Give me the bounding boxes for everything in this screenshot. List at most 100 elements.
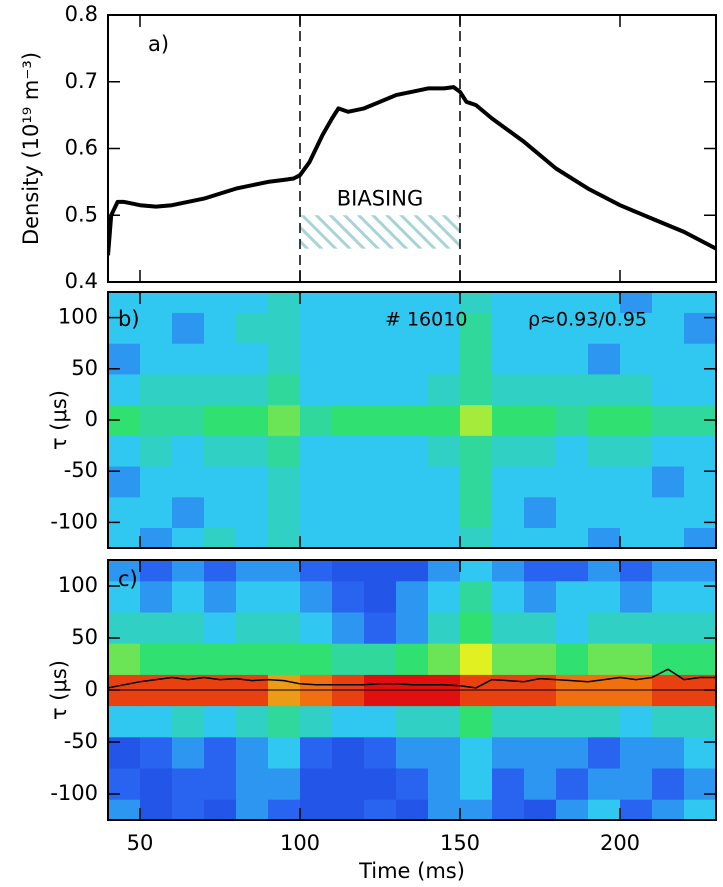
panel-label: c) <box>118 567 138 591</box>
heatmap-cell <box>428 643 461 675</box>
y-tick-label: 100 <box>58 573 98 597</box>
heatmap-cell <box>524 466 557 498</box>
heatmap-cell <box>588 705 621 738</box>
heatmap-cell <box>236 292 269 313</box>
heatmap-cell <box>108 292 141 313</box>
heatmap-cell <box>428 799 461 820</box>
heatmap-cell <box>204 404 237 436</box>
heatmap-cell <box>108 343 141 375</box>
heatmap-cell <box>524 736 557 769</box>
plot-area <box>108 560 716 820</box>
heatmap-cell <box>396 373 429 406</box>
heatmap-cell <box>428 435 461 467</box>
heatmap-cell <box>684 643 716 675</box>
heatmap-cell <box>620 580 653 613</box>
heatmap-cell <box>172 466 205 498</box>
heatmap-cell <box>396 560 429 582</box>
heatmap-cell <box>588 496 621 529</box>
heatmap-cell <box>268 312 301 344</box>
heatmap-cell <box>300 404 333 436</box>
heatmap-cell <box>364 736 397 769</box>
heatmap-cell <box>460 643 493 675</box>
heatmap-cell <box>204 527 237 548</box>
heatmap-cell <box>428 768 461 800</box>
heatmap-cell <box>364 466 397 498</box>
heatmap-cell <box>172 496 205 529</box>
heatmap-cell <box>396 466 429 498</box>
heatmap-cell <box>460 343 493 375</box>
heatmap-cell <box>524 560 557 582</box>
heatmap-cell <box>108 373 141 406</box>
heatmap-cell <box>524 496 557 529</box>
heatmap-cell <box>684 343 716 375</box>
heatmap-cell <box>652 496 685 529</box>
heatmap-cell <box>204 768 237 800</box>
heatmap-cell <box>620 312 653 344</box>
heatmap-cell <box>364 799 397 820</box>
heatmap-cell <box>204 799 237 820</box>
heatmap-cell <box>460 312 493 344</box>
heatmap-cell <box>268 736 301 769</box>
heatmap-cell <box>460 705 493 738</box>
heatmap-cell <box>428 373 461 406</box>
heatmap-cell <box>300 799 333 820</box>
heatmap-cell <box>108 612 141 644</box>
y-axis-label: τ (μs) <box>47 660 71 720</box>
heatmap-cell <box>172 527 205 548</box>
heatmap-cell <box>268 404 301 436</box>
heatmap-cell <box>460 799 493 820</box>
heatmap-cell <box>332 580 365 613</box>
heatmap-cell <box>236 373 269 406</box>
x-tick-label: 150 <box>440 831 480 855</box>
heatmap-cell <box>236 343 269 375</box>
heatmap-cell <box>620 292 653 313</box>
region-label: BIASING <box>337 186 423 210</box>
heatmap-cell <box>300 292 333 313</box>
heatmap-cell <box>652 705 685 738</box>
y-tick-label: 0 <box>85 677 98 701</box>
heatmap-cell <box>652 466 685 498</box>
heatmap-cell <box>588 560 621 582</box>
heatmap-cell <box>396 736 429 769</box>
heatmap-cell <box>236 404 269 436</box>
heatmap-cell <box>588 612 621 644</box>
heatmap-cell <box>684 496 716 529</box>
heatmap-cell <box>268 643 301 675</box>
heatmap-cell <box>460 373 493 406</box>
heatmap-cell <box>204 612 237 644</box>
heatmap-cell <box>588 580 621 613</box>
heatmap-cell <box>172 612 205 644</box>
heatmap-cell <box>332 292 365 313</box>
annotation: # 16010 <box>385 309 467 331</box>
heatmap-cell <box>140 496 173 529</box>
heatmap-cell <box>684 527 716 548</box>
heatmap-cell <box>236 705 269 738</box>
heatmap-cell <box>684 435 716 467</box>
heatmap-cell <box>492 343 525 375</box>
heatmap-cell <box>300 643 333 675</box>
heatmap-cell <box>524 343 557 375</box>
heatmap-cell <box>396 643 429 675</box>
heatmap-cell <box>492 292 525 313</box>
shaded-region <box>300 215 460 249</box>
heatmap-cell <box>108 527 141 548</box>
heatmap-cell <box>364 768 397 800</box>
heatmap-cell <box>684 612 716 644</box>
heatmap-cell <box>236 768 269 800</box>
heatmap-cell <box>300 736 333 769</box>
heatmap-cell <box>300 705 333 738</box>
heatmap-cell <box>364 292 397 313</box>
y-axis-label: Density (10¹⁹ m⁻³) <box>19 52 43 245</box>
heatmap-cell <box>204 643 237 675</box>
heatmap-cell <box>172 580 205 613</box>
heatmap-cell <box>268 435 301 467</box>
heatmap-cell <box>332 466 365 498</box>
heatmap-cell <box>140 580 173 613</box>
heatmap-cell <box>332 560 365 582</box>
heatmap-cell <box>556 496 589 529</box>
heatmap-cell <box>140 466 173 498</box>
heatmap-cell <box>172 736 205 769</box>
heatmap-cell <box>556 466 589 498</box>
heatmap-cell <box>364 373 397 406</box>
heatmap-cell <box>140 612 173 644</box>
